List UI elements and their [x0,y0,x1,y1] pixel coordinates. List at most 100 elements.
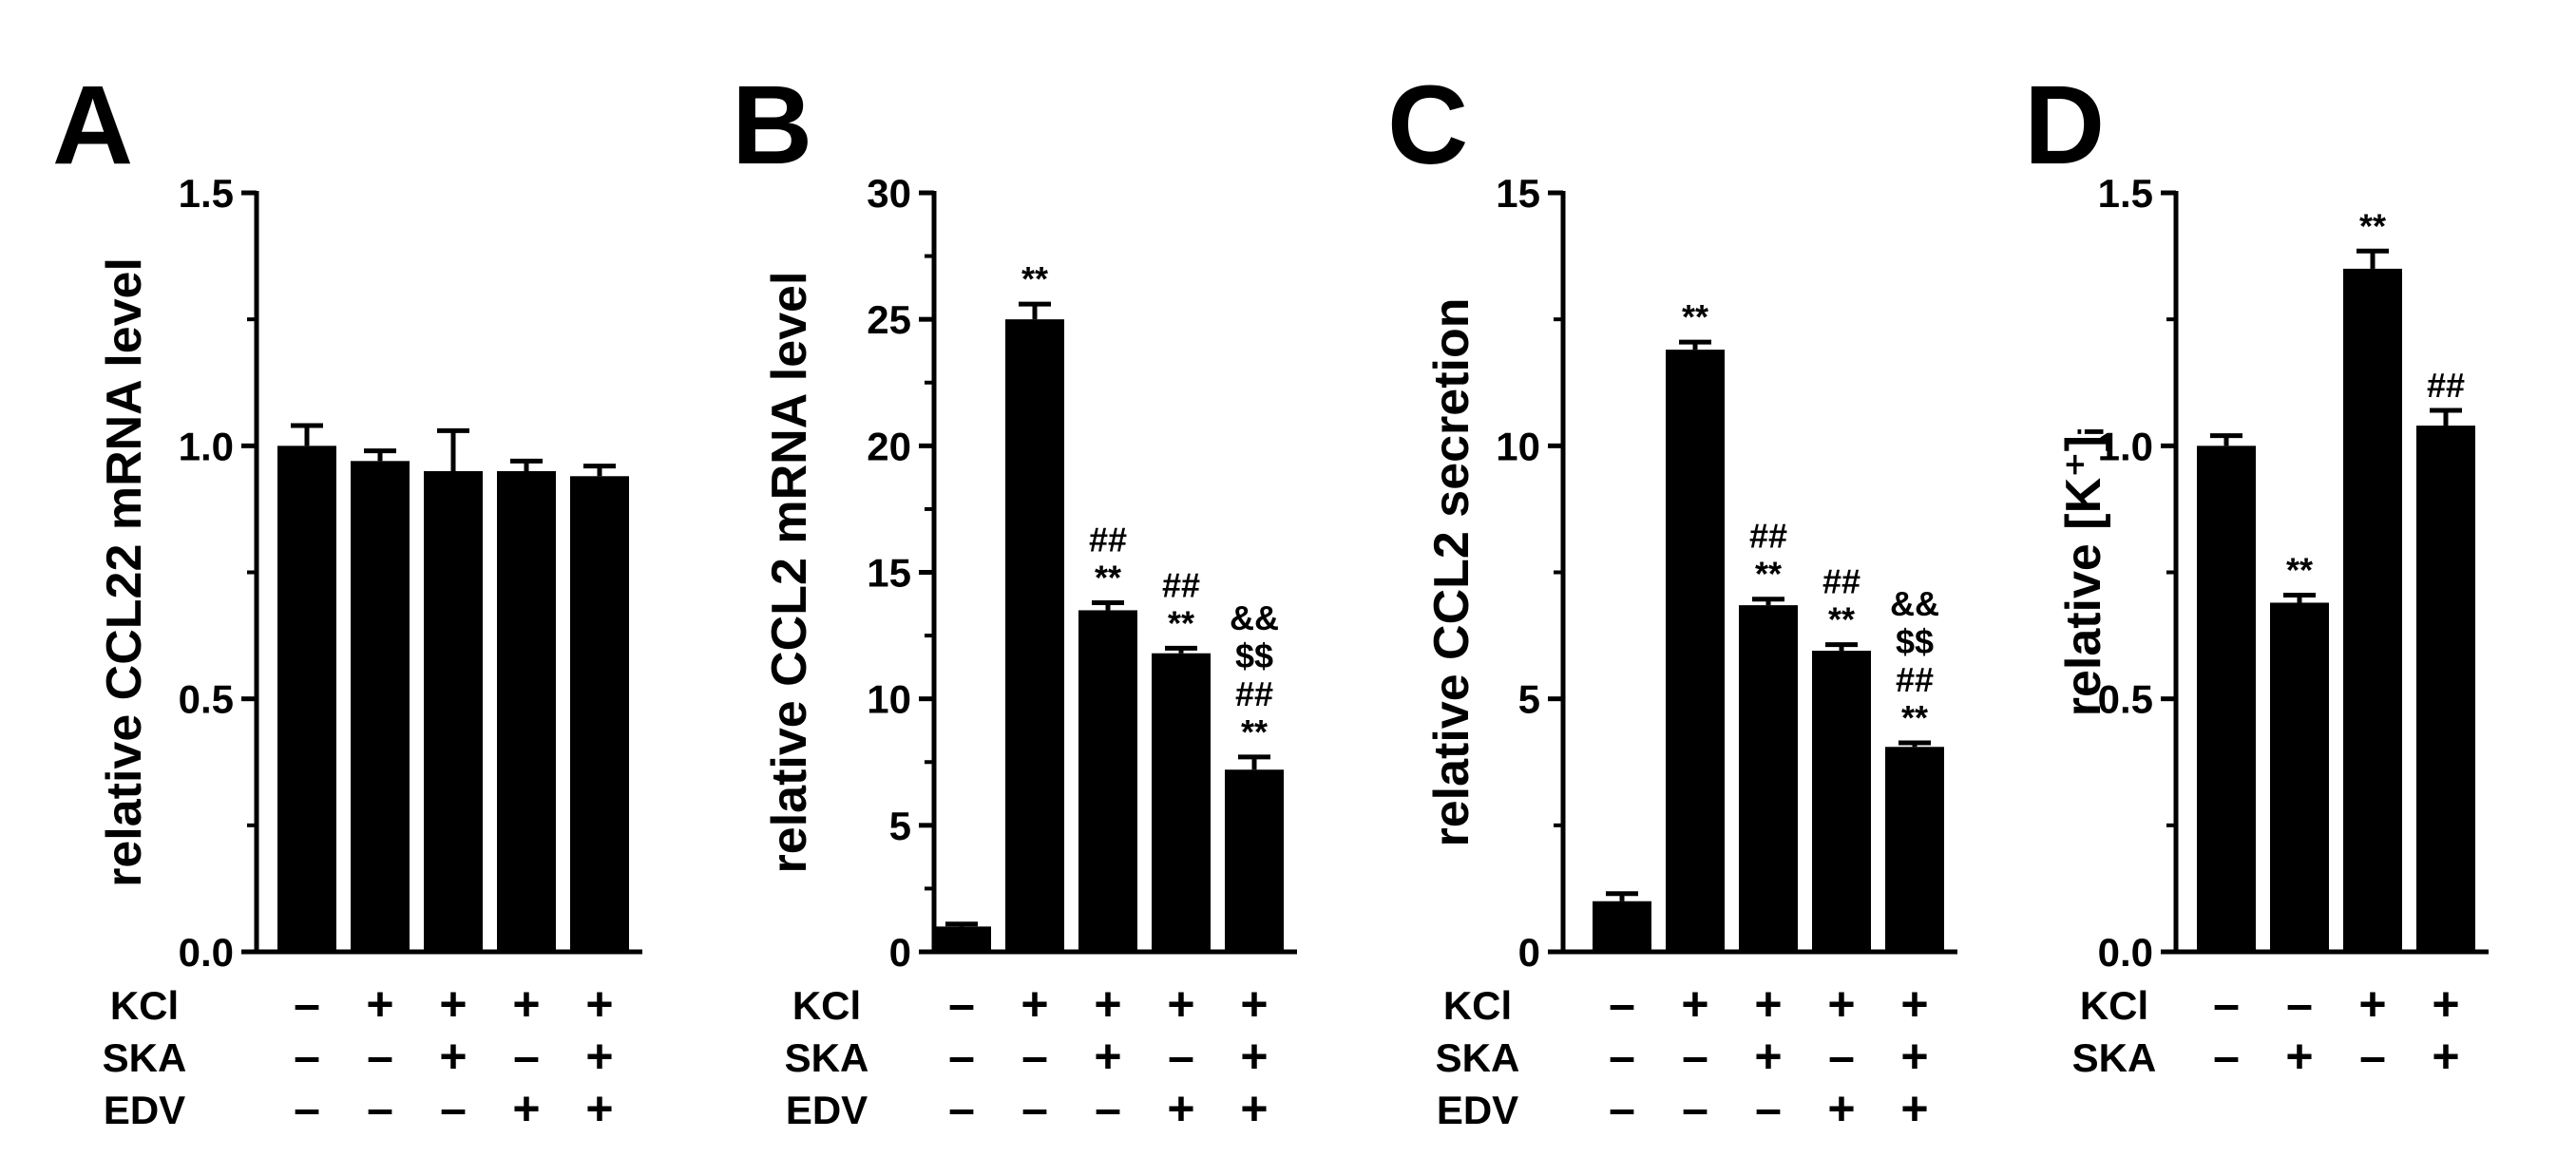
treatment-label: EDV [104,1088,185,1132]
treatment-sign: – [367,1030,393,1083]
treatment-sign: + [1827,1082,1855,1135]
y-tick-label: 15 [867,551,911,596]
treatment-sign: – [948,1082,975,1135]
treatment-sign: + [1021,977,1048,1031]
treatment-sign: + [585,977,613,1031]
y-tick-label: 0.5 [2098,677,2153,722]
bar [277,446,336,952]
treatment-sign: + [1094,1030,1121,1083]
bar [424,470,483,952]
treatment-label: KCl [110,983,179,1028]
significance-marker: ** [1682,297,1708,336]
treatment-sign: + [1827,977,1855,1031]
y-tick-label: 1.5 [2098,171,2153,216]
treatment-label: KCl [2080,983,2148,1028]
bar [1225,769,1284,952]
y-tick-label: 15 [1496,171,1540,216]
treatment-sign: – [1609,977,1635,1031]
treatment-sign: – [294,1082,320,1135]
treatment-sign: + [1900,1030,1928,1083]
treatment-sign: – [1682,1030,1708,1083]
treatment-sign: + [1900,977,1928,1031]
y-tick-label: 1.0 [2098,424,2153,468]
bar [1739,605,1798,952]
panel-label: A [52,63,133,188]
bar [1152,653,1211,952]
treatment-sign: + [2432,977,2459,1031]
treatment-sign: + [1900,1082,1928,1135]
treatment-sign: – [2359,1030,2386,1083]
treatment-sign: – [294,1030,320,1083]
treatment-label: SKA [2072,1035,2157,1080]
y-tick-label: 0.5 [179,677,234,722]
treatment-sign: – [1682,1082,1708,1135]
significance-marker: ## [1089,520,1127,559]
bar [1593,901,1651,952]
treatment-label: SKA [1436,1035,1520,1080]
treatment-sign: + [2432,1030,2459,1083]
treatment-sign: – [2213,1030,2240,1083]
treatment-sign: – [1095,1082,1121,1135]
significance-marker: && [1230,598,1279,637]
treatment-sign: – [1609,1082,1635,1135]
treatment-sign: + [1167,977,1194,1031]
treatment-sign: + [585,1030,613,1083]
treatment-sign: – [1168,1030,1194,1083]
bar [1666,350,1725,952]
significance-marker: ** [1241,712,1268,751]
significance-marker: ## [1162,565,1200,604]
y-tick-label: 5 [889,804,911,848]
treatment-sign: – [367,1082,393,1135]
treatment-sign: + [1167,1082,1194,1135]
treatment-label: SKA [785,1035,869,1080]
significance-marker: ## [1822,562,1860,601]
y-tick-label: 5 [1518,677,1540,722]
treatment-sign: + [2285,1030,2313,1083]
significance-marker: ** [1168,603,1194,642]
treatment-sign: + [1754,977,1782,1031]
y-tick-label: 1.5 [179,171,234,216]
treatment-sign: + [366,977,393,1031]
treatment-sign: – [1609,1030,1635,1083]
bar [1005,319,1064,953]
significance-marker: ** [1021,259,1048,298]
panel-label: D [2024,63,2105,188]
treatment-sign: + [1094,977,1121,1031]
significance-marker: $$ [1896,622,1934,661]
y-tick-label: 1.0 [179,424,234,468]
treatment-sign: – [1021,1030,1048,1083]
treatment-sign: – [294,977,320,1031]
bar [1885,747,1944,952]
y-axis-title: relative [K⁺]ᵢ [2056,428,2111,717]
y-axis-title: relative CCL22 mRNA level [97,257,152,887]
treatment-label: KCl [792,983,861,1028]
treatment-sign: + [585,1082,613,1135]
treatment-sign: – [513,1030,540,1083]
significance-marker: ** [1095,558,1121,597]
y-tick-label: 0 [889,930,911,975]
treatment-sign: + [1754,1030,1782,1083]
significance-marker: ## [1896,660,1934,699]
significance-marker: ** [2359,206,2386,245]
treatment-sign: – [948,977,975,1031]
treatment-label: EDV [1437,1088,1518,1132]
bar [570,476,629,952]
treatment-sign: – [2286,977,2313,1031]
treatment-sign: – [1828,1030,1855,1083]
y-axis-title: relative CCL2 secretion [1424,297,1479,846]
y-tick-label: 0.0 [179,930,234,975]
treatment-sign: + [439,977,467,1031]
bar [2270,602,2329,952]
bar [351,461,410,952]
treatment-label: KCl [1443,983,1512,1028]
bar [1078,610,1137,952]
treatment-sign: – [440,1082,467,1135]
treatment-sign: + [1240,1030,1268,1083]
y-tick-label: 10 [867,677,911,722]
significance-marker: && [1890,584,1939,623]
significance-marker: ** [2286,550,2313,589]
